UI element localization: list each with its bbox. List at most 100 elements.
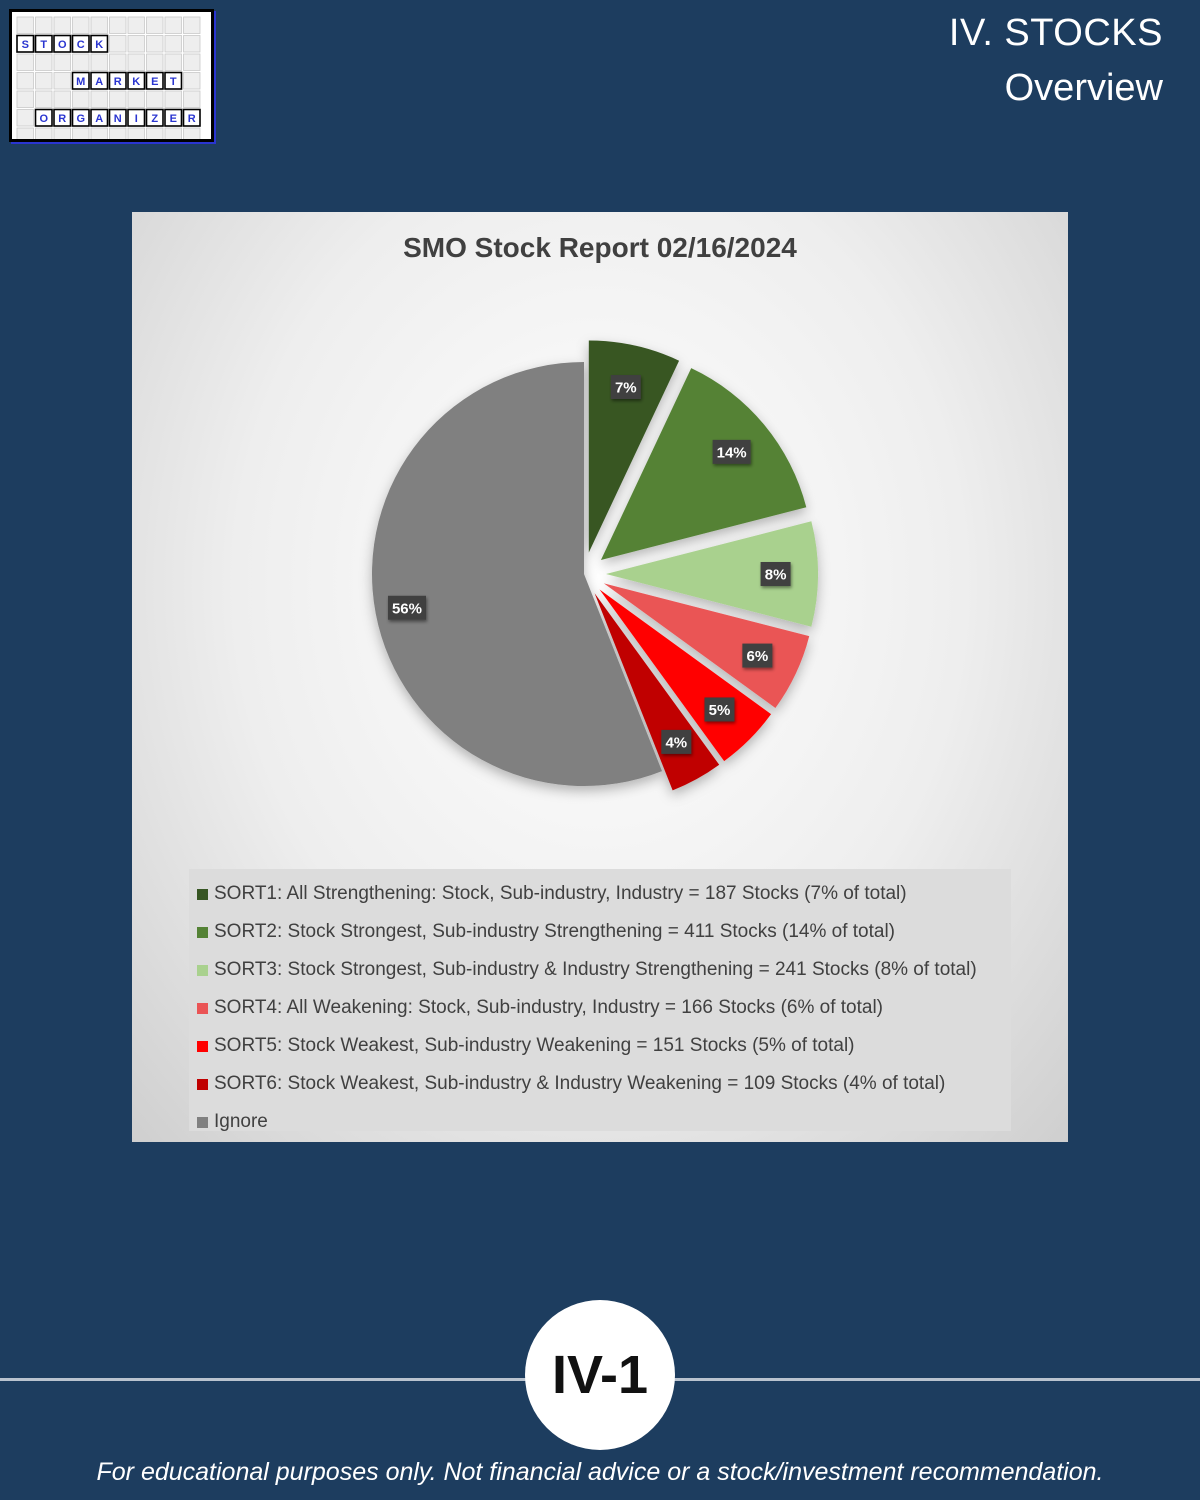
logo-grid-cell — [146, 53, 164, 71]
logo-grid-cell — [164, 35, 182, 53]
pie-data-label-1: 7% — [610, 375, 641, 400]
legend-swatch — [197, 888, 208, 900]
logo-letter-box — [71, 71, 90, 90]
logo-grid-cell — [183, 35, 201, 53]
logo-grid-cell — [164, 53, 182, 71]
legend-swatch — [197, 964, 208, 976]
logo-grid-cell — [35, 127, 53, 139]
logo-letter-box — [53, 34, 72, 53]
logo-letter-box — [71, 34, 90, 53]
logo-grid-cell — [16, 109, 34, 127]
legend-swatch — [197, 926, 208, 938]
logo-grid-cell — [146, 127, 164, 139]
footer-divider-right — [670, 1378, 1200, 1381]
logo-grid-cell — [183, 90, 201, 108]
data-label-box — [387, 595, 426, 620]
data-label-box — [760, 562, 791, 586]
footer-divider-left — [0, 1378, 530, 1381]
logo-letter: A — [95, 76, 103, 88]
logo-letter: R — [188, 113, 196, 125]
pie-data-label-7: 56% — [387, 595, 426, 620]
data-label-box — [742, 643, 773, 668]
logo-grid-cell — [127, 90, 145, 108]
logo-letter-box — [90, 108, 109, 127]
logo-letter: A — [95, 113, 103, 125]
logo-letter-box — [127, 108, 146, 127]
logo-letter-box — [108, 108, 127, 127]
data-label-text: 56% — [392, 600, 422, 617]
logo-letter-box — [90, 71, 109, 90]
logo-grid-cell — [16, 72, 34, 90]
pie-data-label-3: 8% — [760, 562, 791, 586]
legend-swatch — [197, 1116, 208, 1128]
pie-slice-7 — [372, 362, 663, 786]
chart-panel: SMO Stock Report 02/16/2024 7% 14% 8% 6% 5% 4… — [132, 212, 1068, 1142]
logo-letter-box — [34, 34, 53, 53]
logo-grid-cell — [146, 35, 164, 53]
pie-chart: 7% 14% 8% 6% 5% 4% 56% — [372, 340, 819, 791]
page-number-badge: IV-1 — [525, 1300, 675, 1450]
data-label-text: 7% — [615, 380, 637, 397]
logo-grid-cell — [109, 16, 127, 34]
pie-data-label-6: 4% — [661, 729, 692, 754]
logo-letter: T — [40, 39, 47, 51]
logo-letter-box — [34, 108, 53, 127]
data-label-text: 8% — [765, 567, 787, 584]
logo-letter-box — [145, 71, 164, 90]
pie-slice-4 — [603, 583, 810, 708]
logo-grid-cell — [72, 90, 90, 108]
logo-grid-cell — [127, 16, 145, 34]
data-label-box — [661, 729, 692, 754]
logo-grid-cell — [90, 16, 108, 34]
legend-item-1: SORT1: All Strengthening: Stock, Sub-ind… — [197, 875, 1011, 913]
logo-letter: O — [58, 39, 67, 51]
logo-grid-cell — [53, 53, 71, 71]
legend-label: Ignore — [214, 1111, 268, 1132]
pie-data-labels: 7% 14% 8% 6% 5% 4% 56% — [387, 375, 791, 754]
legend-item-7: Ignore — [197, 1103, 1011, 1141]
logo-grid-cell — [164, 16, 182, 34]
legend-item-4: SORT4: All Weakening: Stock, Sub-industr… — [197, 989, 1011, 1027]
logo-grid-cell — [16, 127, 34, 139]
logo-grid-cell — [183, 127, 201, 139]
pie-slice-2 — [600, 368, 807, 560]
logo-grid-cell — [16, 90, 34, 108]
legend-swatch — [197, 1078, 208, 1090]
legend-label: SORT3: Stock Strongest, Sub-industry & I… — [214, 959, 977, 980]
legend-item-5: SORT5: Stock Weakest, Sub-industry Weake… — [197, 1027, 1011, 1065]
data-label-box — [610, 375, 641, 400]
legend-label: SORT4: All Weakening: Stock, Sub-industr… — [214, 997, 884, 1018]
data-label-text: 4% — [665, 734, 687, 751]
logo-grid-cell — [35, 72, 53, 90]
data-label-text: 5% — [709, 702, 731, 719]
data-label-box — [712, 439, 751, 464]
logo-letter: G — [76, 113, 85, 125]
logo-grid-cell — [127, 127, 145, 139]
logo-letter: S — [22, 39, 29, 51]
logo-grid-cell — [35, 53, 53, 71]
logo-letter: Z — [151, 113, 158, 125]
logo-letter: R — [114, 76, 122, 88]
logo-letter-box — [164, 108, 183, 127]
data-label-text: 14% — [717, 444, 747, 461]
logo-letter-box — [53, 108, 72, 127]
legend-label: SORT6: Stock Weakest, Sub-industry & Ind… — [214, 1073, 946, 1094]
logo-grid-cell — [146, 90, 164, 108]
logo-grid-cell — [72, 16, 90, 34]
logo-grid-cell — [90, 127, 108, 139]
logo-grid-cell — [53, 127, 71, 139]
legend-label: SORT2: Stock Strongest, Sub-industry Str… — [214, 921, 896, 942]
logo-letter-box — [108, 71, 127, 90]
logo-grid-cell — [53, 16, 71, 34]
legend-item-3: SORT3: Stock Strongest, Sub-industry & I… — [197, 951, 1011, 989]
logo-grid-cell — [109, 53, 127, 71]
logo-grid-cell — [183, 16, 201, 34]
logo-grid-cell — [53, 90, 71, 108]
logo-letter-box — [127, 71, 146, 90]
logo-grid-cell — [109, 90, 127, 108]
chart-title: SMO Stock Report 02/16/2024 — [403, 232, 797, 263]
logo-letter: M — [76, 76, 85, 88]
data-label-text: 6% — [747, 648, 769, 665]
legend-label: SORT1: All Strengthening: Stock, Sub-ind… — [214, 883, 907, 904]
logo-grid-cell — [127, 35, 145, 53]
